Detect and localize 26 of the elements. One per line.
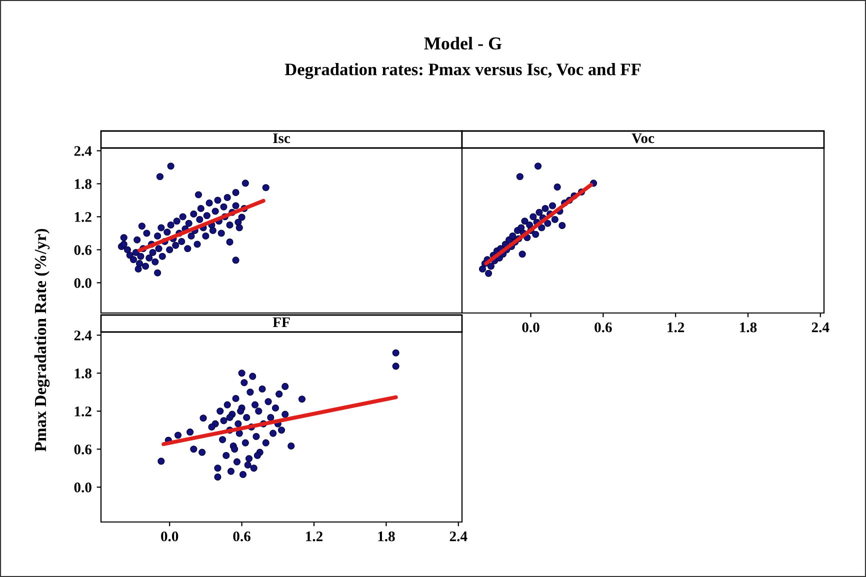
chart-title: Isc bbox=[273, 133, 290, 144]
x-tick-label: 1.2 bbox=[306, 531, 322, 542]
y-tick-label: 0.0 bbox=[74, 278, 92, 288]
y-tick-label: 1.8 bbox=[74, 179, 92, 190]
x-tick-label: 1.8 bbox=[740, 322, 757, 332]
x-tick-label: 0.0 bbox=[161, 531, 178, 542]
x-tick-label: 1.2 bbox=[668, 322, 684, 332]
y-tick-label: 1.8 bbox=[74, 368, 92, 378]
x-tick-label: 1.8 bbox=[378, 531, 395, 542]
y-axis-title: Pmax Degradation Rate (%/yr) bbox=[34, 228, 50, 452]
x-tick-label: 2.4 bbox=[450, 531, 468, 542]
y-tick-label: 1.2 bbox=[74, 212, 92, 222]
chart-title: FF bbox=[272, 317, 290, 328]
x-tick-label: 0.6 bbox=[594, 322, 612, 332]
text: Degradation rates: Pmax versus Isc, Voc and FF bbox=[284, 63, 641, 79]
chart-title: Voc bbox=[632, 133, 654, 144]
x-tick-label: 0.6 bbox=[233, 531, 250, 542]
y-tick-label: 0.0 bbox=[74, 482, 92, 492]
x-tick-label: 2.4 bbox=[812, 322, 830, 332]
y-tick-label: 0.6 bbox=[74, 245, 92, 256]
y-tick-label: 2.4 bbox=[74, 146, 92, 156]
x-tick-label: 0.0 bbox=[522, 322, 540, 332]
text: Model - G bbox=[424, 36, 502, 50]
y-tick-label: 0.6 bbox=[74, 444, 92, 454]
y-tick-label: 2.4 bbox=[74, 330, 92, 340]
y-tick-label: 1.2 bbox=[74, 406, 92, 416]
